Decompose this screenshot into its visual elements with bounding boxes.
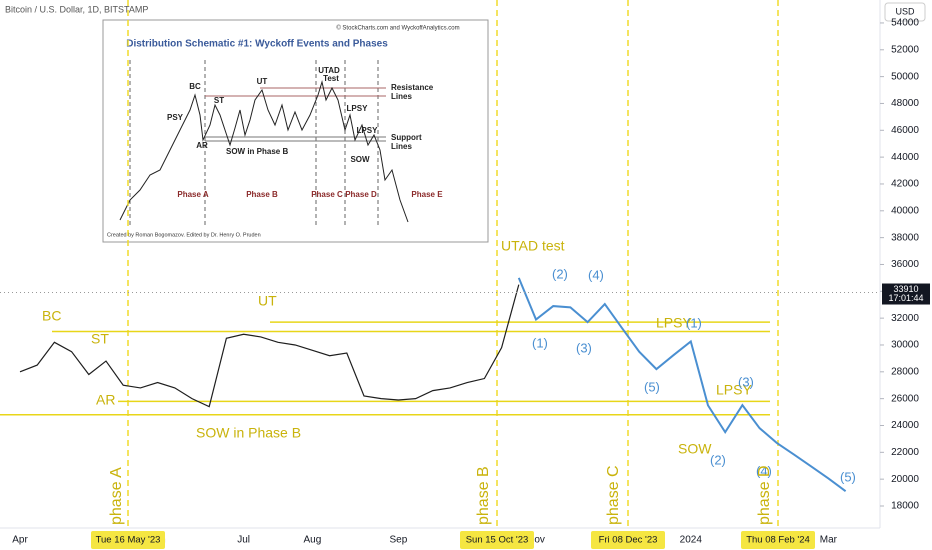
annotation: UTAD test xyxy=(501,238,565,254)
inset-label: Lines xyxy=(391,142,412,151)
y-tick-label: 26000 xyxy=(891,393,919,404)
y-tick-label: 42000 xyxy=(891,179,919,190)
y-tick-label: 38000 xyxy=(891,232,919,243)
x-tick-label: Aug xyxy=(304,535,322,546)
inset-label: AR xyxy=(196,141,208,150)
inset-label: UTAD xyxy=(318,66,340,75)
annotation: SOW in Phase B xyxy=(196,425,301,441)
annotation: (1) xyxy=(532,335,548,350)
last-time: 17:01:44 xyxy=(888,293,923,303)
inset-phase: Phase E xyxy=(411,190,443,199)
date-marker: Fri 08 Dec '23 xyxy=(599,535,658,546)
inset-title: Distribution Schematic #1: Wyckoff Event… xyxy=(126,39,388,50)
date-marker: Sun 15 Oct '23 xyxy=(466,535,529,546)
annotation: LPSY xyxy=(716,382,752,398)
y-tick-label: 54000 xyxy=(891,18,919,29)
y-tick-label: 20000 xyxy=(891,474,919,485)
inset-label: PSY xyxy=(167,113,184,122)
annotation: BC xyxy=(42,308,61,324)
inset-label: BC xyxy=(189,82,201,91)
inset-credit: Created by Roman Bogomazov. Edited by Dr… xyxy=(107,232,261,238)
date-marker-box xyxy=(460,531,534,549)
inset-label: Resistance xyxy=(391,83,434,92)
annotation: (2) xyxy=(552,266,568,281)
y-tick-label: 28000 xyxy=(891,366,919,377)
y-tick-label: 32000 xyxy=(891,313,919,324)
date-marker-box xyxy=(741,531,815,549)
inset-phase: Phase D xyxy=(345,190,377,199)
inset-label: SOW xyxy=(350,155,370,164)
annotation: LPSY xyxy=(656,315,692,331)
y-tick-label: 52000 xyxy=(891,44,919,55)
phase-label: phase C xyxy=(605,465,622,525)
y-tick-label: 36000 xyxy=(891,259,919,270)
series-line xyxy=(19,284,520,408)
annotation: AR xyxy=(96,392,115,408)
annotation: (5) xyxy=(644,379,660,394)
phase-label: phase B xyxy=(475,466,492,525)
inset-price xyxy=(119,80,409,223)
y-tick-label: 30000 xyxy=(891,340,919,351)
inset-phase: Phase C xyxy=(311,190,343,199)
phase-label: phase A xyxy=(108,467,125,525)
series-line xyxy=(517,277,847,493)
annotation: (2) xyxy=(710,452,726,467)
x-tick-label: Nov xyxy=(527,535,545,546)
last-price: 33910 xyxy=(893,284,918,294)
inset-label: Lines xyxy=(391,92,412,101)
inset-source: © StockCharts.com and WyckoffAnalytics.c… xyxy=(336,25,459,32)
inset-label: LPSY xyxy=(357,126,379,135)
x-tick-label: Jul xyxy=(237,535,250,546)
inset-frame xyxy=(102,19,489,243)
x-tick-label: Sep xyxy=(390,535,408,546)
currency-box[interactable] xyxy=(884,2,926,22)
date-marker: Thu 08 Feb '24 xyxy=(746,535,810,546)
y-tick-label: 24000 xyxy=(891,420,919,431)
inset-label: UT xyxy=(257,77,268,86)
y-tick-label: 18000 xyxy=(891,501,919,512)
annotation: (3) xyxy=(738,374,754,389)
x-tick-label: 2024 xyxy=(680,535,703,546)
symbol-title: Bitcoin / U.S. Dollar, 1D, BITSTAMP xyxy=(5,4,148,14)
inset-label: SOW in Phase B xyxy=(226,147,288,156)
annotation: (4) xyxy=(588,267,604,282)
inset-label: Test xyxy=(323,74,339,83)
y-tick-label: 46000 xyxy=(891,125,919,136)
currency[interactable]: USD xyxy=(895,6,915,16)
x-tick-label: Mar xyxy=(820,535,838,546)
date-marker-box xyxy=(591,531,665,549)
inset-phase: Phase A xyxy=(177,190,208,199)
annotation: (3) xyxy=(576,340,592,355)
date-marker: Tue 16 May '23 xyxy=(96,535,161,546)
phase-label: phase D xyxy=(756,465,773,525)
inset: © StockCharts.com and WyckoffAnalytics.c… xyxy=(102,19,489,243)
y-tick-label: 40000 xyxy=(891,205,919,216)
inset-label: ST xyxy=(214,96,224,105)
annotation: ST xyxy=(91,331,109,347)
annotation: (5) xyxy=(840,469,856,484)
annotation: SOW xyxy=(678,441,712,457)
annotation: (4) xyxy=(756,463,772,478)
y-tick-label: 50000 xyxy=(891,71,919,82)
annotation: UT xyxy=(258,293,277,309)
inset-support xyxy=(205,136,386,142)
y-tick-label: 44000 xyxy=(891,152,919,163)
last-price-box xyxy=(882,283,930,305)
y-tick-label: 48000 xyxy=(891,98,919,109)
inset-label: Support xyxy=(391,133,422,142)
y-tick-label: 22000 xyxy=(891,447,919,458)
annotation: (1) xyxy=(686,315,702,330)
x-tick-label: Apr xyxy=(12,535,28,546)
date-marker-box xyxy=(91,531,165,549)
inset-phase: Phase B xyxy=(246,190,278,199)
inset-label: LPSY xyxy=(347,104,369,113)
